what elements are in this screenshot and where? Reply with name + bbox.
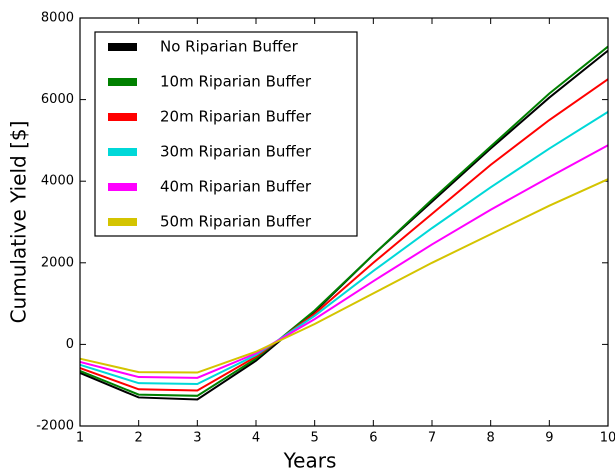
- y-tick-label: 4000: [41, 174, 74, 189]
- y-tick-label: 2000: [41, 255, 74, 270]
- legend-label: 50m Riparian Buffer: [160, 213, 312, 231]
- x-tick-label: 1: [76, 431, 84, 446]
- y-tick-label: 8000: [41, 11, 74, 26]
- plot-frame: [79, 17, 609, 427]
- x-tick-label: 6: [369, 431, 377, 446]
- legend-label: No Riparian Buffer: [160, 38, 299, 56]
- legend-swatch: [108, 43, 137, 51]
- legend-swatch: [108, 78, 137, 86]
- x-tick-label: 4: [252, 431, 260, 446]
- legend-label: 30m Riparian Buffer: [160, 143, 312, 161]
- legend-swatch: [108, 148, 137, 156]
- x-tick-label: 10: [600, 431, 615, 446]
- x-tick-label: 7: [428, 431, 436, 446]
- x-tick-label: 2: [135, 431, 143, 446]
- series-line: [79, 144, 609, 379]
- legend-swatch: [108, 113, 137, 121]
- x-tick-label: 5: [311, 431, 319, 446]
- x-tick-label: 9: [545, 431, 553, 446]
- series-line: [79, 110, 609, 385]
- legend-label: 40m Riparian Buffer: [160, 178, 312, 196]
- legend-label: 20m Riparian Buffer: [160, 108, 312, 126]
- y-axis-label: Cumulative Yield [$]: [7, 121, 31, 324]
- legend-box: [94, 31, 358, 237]
- y-tick-label: 6000: [41, 92, 74, 107]
- y-tick-label: 0: [66, 337, 74, 352]
- x-tick-label: 8: [487, 431, 495, 446]
- series-line: [79, 45, 609, 397]
- y-tick-label: -2000: [36, 419, 74, 434]
- x-axis-label: Years: [283, 449, 337, 473]
- legend-swatch: [108, 183, 137, 191]
- series-line: [79, 78, 609, 392]
- legend-label: 10m Riparian Buffer: [160, 73, 312, 91]
- legend-swatch: [108, 218, 137, 226]
- x-tick-label: 3: [193, 431, 201, 446]
- series-line: [79, 178, 609, 374]
